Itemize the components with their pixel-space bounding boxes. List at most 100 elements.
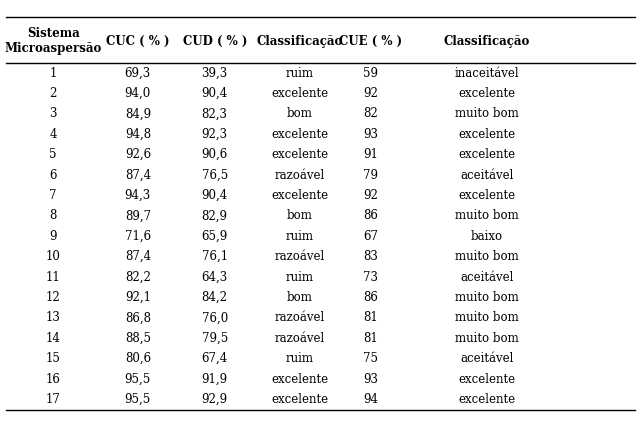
Text: 6: 6 (49, 169, 57, 181)
Text: 94,3: 94,3 (125, 189, 151, 202)
Text: 94,0: 94,0 (125, 87, 151, 100)
Text: 73: 73 (363, 271, 378, 283)
Text: 67: 67 (363, 230, 378, 243)
Text: ruim: ruim (286, 271, 314, 283)
Text: 92: 92 (363, 189, 378, 202)
Text: 86: 86 (363, 210, 378, 222)
Text: 90,4: 90,4 (202, 189, 228, 202)
Text: excelente: excelente (458, 393, 516, 406)
Text: excelente: excelente (271, 189, 329, 202)
Text: 11: 11 (46, 271, 61, 283)
Text: Sistema
Microaspersão: Sistema Microaspersão (4, 27, 102, 55)
Text: 89,7: 89,7 (125, 210, 151, 222)
Text: aceitável: aceitável (460, 352, 514, 365)
Text: 82,2: 82,2 (125, 271, 151, 283)
Text: 84,2: 84,2 (202, 291, 228, 304)
Text: 79: 79 (363, 169, 378, 181)
Text: excelente: excelente (271, 87, 329, 100)
Text: 69,3: 69,3 (125, 67, 151, 79)
Text: 90,6: 90,6 (202, 148, 228, 161)
Text: 71,6: 71,6 (125, 230, 151, 243)
Text: ruim: ruim (286, 230, 314, 243)
Text: 76,0: 76,0 (202, 312, 228, 324)
Text: ruim: ruim (286, 67, 314, 79)
Text: 91: 91 (363, 148, 378, 161)
Text: aceitável: aceitável (460, 169, 514, 181)
Text: 5: 5 (49, 148, 57, 161)
Text: excelente: excelente (271, 128, 329, 141)
Text: razoável: razoável (275, 250, 325, 263)
Text: 86: 86 (363, 291, 378, 304)
Text: 67,4: 67,4 (202, 352, 228, 365)
Text: 95,5: 95,5 (125, 373, 151, 385)
Text: 76,5: 76,5 (202, 169, 228, 181)
Text: muito bom: muito bom (455, 108, 519, 120)
Text: 80,6: 80,6 (125, 352, 151, 365)
Text: ruim: ruim (286, 352, 314, 365)
Text: 86,8: 86,8 (125, 312, 151, 324)
Text: 82,9: 82,9 (202, 210, 228, 222)
Text: excelente: excelente (458, 128, 516, 141)
Text: 93: 93 (363, 128, 378, 141)
Text: 14: 14 (46, 332, 61, 345)
Text: 59: 59 (363, 67, 378, 79)
Text: bom: bom (287, 108, 313, 120)
Text: CUD ( % ): CUD ( % ) (183, 35, 247, 48)
Text: 94,8: 94,8 (125, 128, 151, 141)
Text: 75: 75 (363, 352, 378, 365)
Text: 15: 15 (46, 352, 61, 365)
Text: excelente: excelente (458, 189, 516, 202)
Text: Classificação: Classificação (257, 35, 343, 48)
Text: 90,4: 90,4 (202, 87, 228, 100)
Text: 4: 4 (49, 128, 57, 141)
Text: CUC ( % ): CUC ( % ) (106, 35, 170, 48)
Text: 17: 17 (46, 393, 61, 406)
Text: 2: 2 (49, 87, 57, 100)
Text: Classificação: Classificação (444, 35, 530, 48)
Text: 39,3: 39,3 (202, 67, 228, 79)
Text: 92,9: 92,9 (202, 393, 228, 406)
Text: muito bom: muito bom (455, 332, 519, 345)
Text: razoável: razoável (275, 169, 325, 181)
Text: 92,3: 92,3 (202, 128, 228, 141)
Text: 10: 10 (46, 250, 61, 263)
Text: muito bom: muito bom (455, 291, 519, 304)
Text: 1: 1 (49, 67, 57, 79)
Text: bom: bom (287, 210, 313, 222)
Text: excelente: excelente (271, 393, 329, 406)
Text: 95,5: 95,5 (125, 393, 151, 406)
Text: 87,4: 87,4 (125, 169, 151, 181)
Text: 9: 9 (49, 230, 57, 243)
Text: 64,3: 64,3 (202, 271, 228, 283)
Text: CUE ( % ): CUE ( % ) (339, 35, 402, 48)
Text: razoável: razoável (275, 312, 325, 324)
Text: 82: 82 (363, 108, 378, 120)
Text: excelente: excelente (271, 148, 329, 161)
Text: 91,9: 91,9 (202, 373, 228, 385)
Text: 79,5: 79,5 (202, 332, 228, 345)
Text: excelente: excelente (458, 148, 516, 161)
Text: excelente: excelente (458, 87, 516, 100)
Text: muito bom: muito bom (455, 250, 519, 263)
Text: 92,6: 92,6 (125, 148, 151, 161)
Text: 81: 81 (363, 312, 378, 324)
Text: bom: bom (287, 291, 313, 304)
Text: 65,9: 65,9 (202, 230, 228, 243)
Text: 87,4: 87,4 (125, 250, 151, 263)
Text: baixo: baixo (471, 230, 503, 243)
Text: excelente: excelente (458, 373, 516, 385)
Text: inaceitável: inaceitável (455, 67, 519, 79)
Text: 7: 7 (49, 189, 57, 202)
Text: 81: 81 (363, 332, 378, 345)
Text: muito bom: muito bom (455, 210, 519, 222)
Text: razoável: razoável (275, 332, 325, 345)
Text: 94: 94 (363, 393, 378, 406)
Text: 3: 3 (49, 108, 57, 120)
Text: 13: 13 (46, 312, 61, 324)
Text: 76,1: 76,1 (202, 250, 228, 263)
Text: 92,1: 92,1 (125, 291, 151, 304)
Text: 84,9: 84,9 (125, 108, 151, 120)
Text: 8: 8 (49, 210, 57, 222)
Text: muito bom: muito bom (455, 312, 519, 324)
Text: excelente: excelente (271, 373, 329, 385)
